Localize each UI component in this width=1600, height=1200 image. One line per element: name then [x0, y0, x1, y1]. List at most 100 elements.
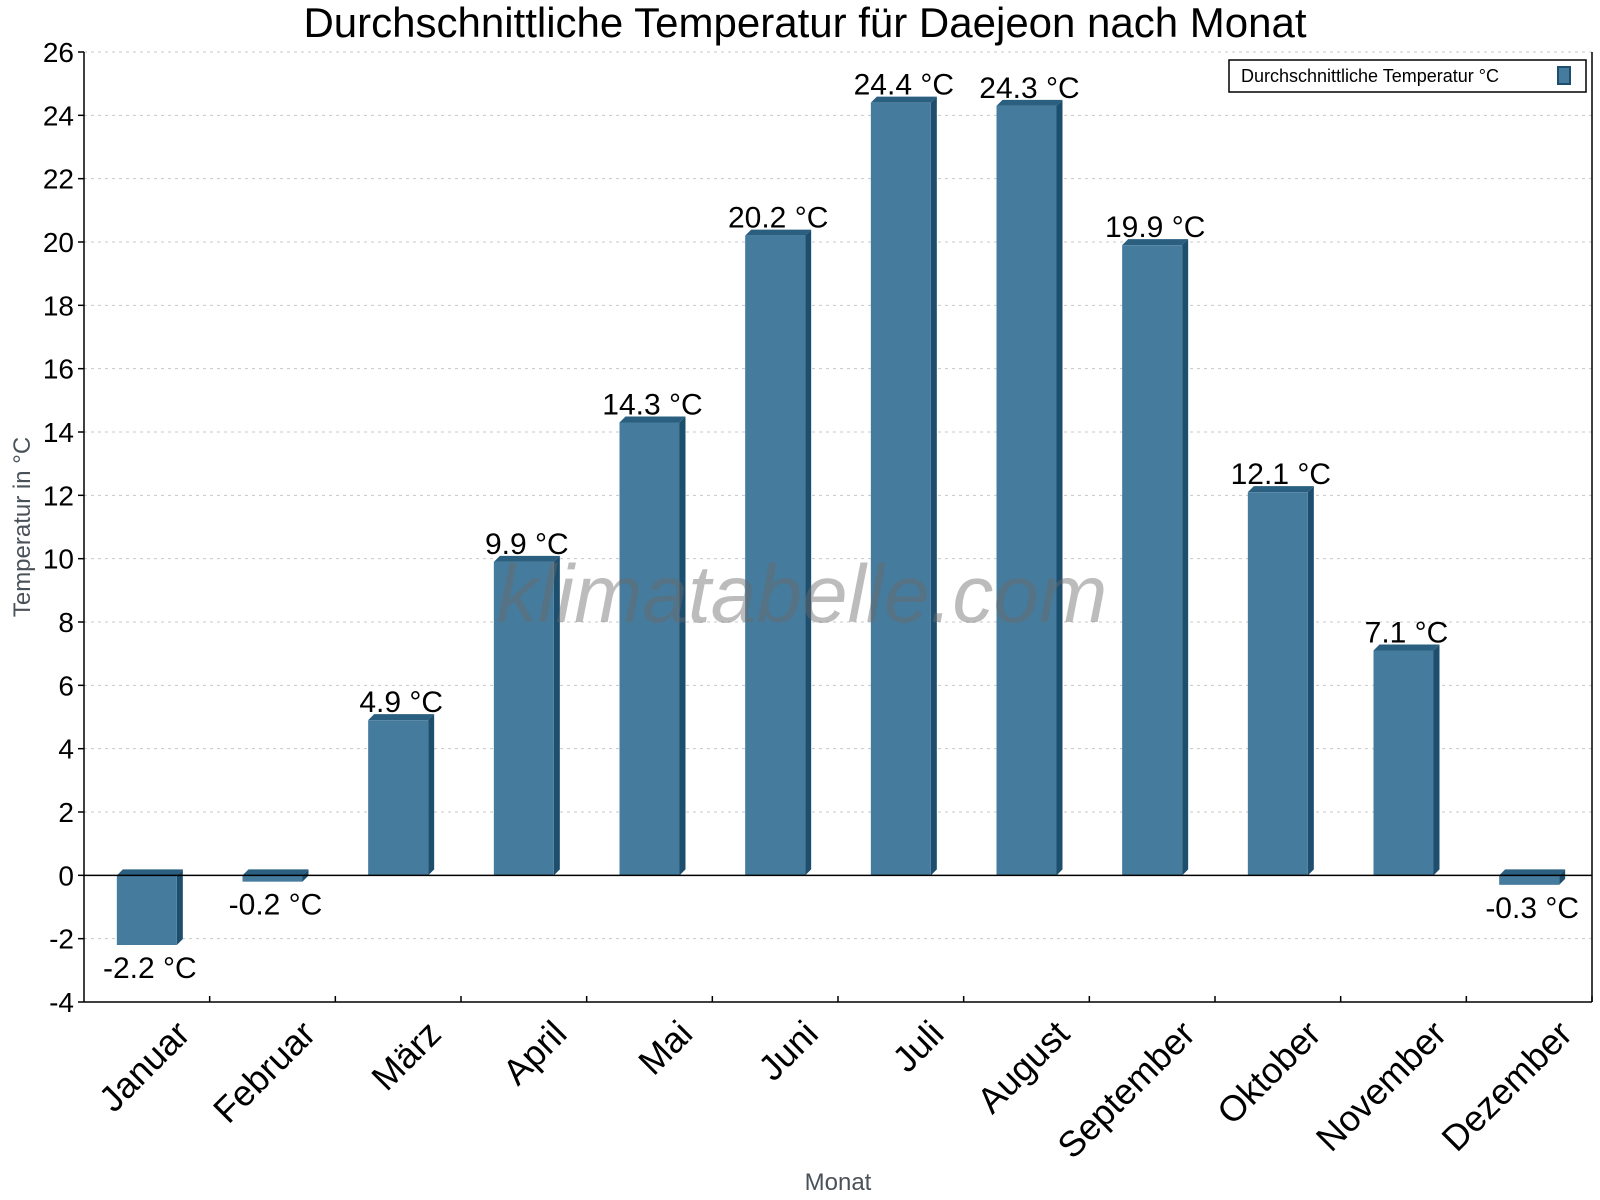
y-tick-label: 18: [43, 290, 74, 321]
bar-front: [619, 422, 680, 876]
bar-front: [1373, 650, 1434, 876]
bar: [870, 96, 937, 876]
bar-front: [745, 235, 806, 876]
bar-side: [428, 714, 435, 876]
bar-top: [619, 416, 686, 423]
legend-box: [1228, 59, 1587, 93]
bar-series: [116, 96, 1566, 945]
bar-front: [242, 875, 303, 882]
x-tick-label: Januar: [91, 1013, 198, 1120]
bar-top: [1122, 239, 1189, 246]
data-label: 12.1 °C: [1231, 458, 1331, 491]
y-tick-label: 22: [43, 164, 74, 195]
bar-side: [553, 555, 560, 876]
x-tick-label: April: [495, 1013, 575, 1093]
x-tick-label: Juni: [750, 1013, 826, 1089]
bar-side: [1559, 869, 1566, 885]
x-tick-label: November: [1308, 1013, 1454, 1159]
bar-top: [368, 714, 435, 721]
x-tick-label: Juli: [884, 1013, 951, 1080]
y-tick-label: 14: [43, 417, 74, 448]
data-label: 24.4 °C: [854, 69, 954, 102]
bar: [996, 99, 1063, 876]
data-label: 14.3 °C: [602, 389, 702, 422]
y-tick-label: -4: [49, 987, 74, 1018]
bar-front: [1499, 875, 1560, 885]
data-label: 4.9 °C: [359, 686, 443, 719]
bar-side: [1182, 239, 1189, 876]
data-label: 24.3 °C: [979, 72, 1079, 105]
bar: [116, 869, 183, 945]
bar-top: [996, 99, 1063, 106]
bar: [619, 416, 686, 876]
x-tick-label: Oktober: [1209, 1013, 1329, 1133]
legend: Durchschnittliche Temperatur °C: [1228, 59, 1587, 93]
watermark: klimatabelle.com: [497, 549, 1108, 640]
bar: [493, 555, 560, 876]
bar-top: [1499, 869, 1566, 876]
y-tick-label: 12: [43, 480, 74, 511]
x-tick-label: Februar: [205, 1013, 323, 1131]
y-axis-label: Temperatur in °C: [9, 437, 36, 617]
y-tick-label: 24: [43, 100, 74, 131]
chart-title: Durchschnittliche Temperatur für Daejeon…: [303, 0, 1306, 46]
bar-side: [1433, 644, 1440, 876]
data-label: 9.9 °C: [485, 528, 569, 561]
data-label: 7.1 °C: [1365, 617, 1449, 650]
data-labels: -2.2 °C -0.2 °C 4.9 °C 9.9 °C 14.3 °C 20.2 °C…: [103, 69, 1579, 985]
bar-top: [116, 869, 183, 876]
grid-lines: [84, 51, 1592, 940]
x-tick-label: Mai: [630, 1013, 700, 1083]
bar: [1499, 869, 1566, 885]
bar-top: [870, 96, 937, 103]
bar-side: [805, 229, 812, 876]
bar-top: [242, 869, 309, 876]
bar-side: [930, 96, 937, 876]
bar: [745, 229, 812, 876]
x-axis-label: Monat: [805, 1169, 872, 1196]
bar-top: [1373, 644, 1440, 651]
x-axis-ticks: Januar Februar März April Mai Juni Juli AugustS…: [91, 996, 1593, 1167]
bar-top: [745, 229, 812, 236]
x-tick-label: September: [1049, 1013, 1203, 1167]
x-tick-label: Dezember: [1433, 1013, 1579, 1159]
bar-top: [1247, 486, 1314, 493]
y-tick-label: 4: [58, 734, 74, 765]
y-tick-label: 16: [43, 354, 74, 385]
y-tick-label: 26: [43, 37, 74, 68]
data-label: -0.2 °C: [229, 889, 323, 922]
bar-front: [870, 102, 931, 876]
x-tick-label: August: [969, 1013, 1077, 1121]
bar-front: [996, 105, 1057, 876]
bar-front: [493, 561, 554, 876]
bar-top: [493, 555, 560, 562]
bar: [1122, 239, 1189, 876]
data-label: -0.3 °C: [1485, 892, 1579, 925]
bar: [368, 714, 435, 876]
bar-front: [368, 720, 429, 876]
data-label: 19.9 °C: [1105, 211, 1205, 244]
data-label: 20.2 °C: [728, 202, 828, 235]
bar: [1247, 486, 1314, 876]
y-tick-label: 2: [58, 797, 74, 828]
bar-front: [116, 875, 177, 945]
y-tick-label: 10: [43, 544, 74, 575]
bar-side: [176, 869, 183, 945]
legend-swatch: [1557, 66, 1571, 85]
x-tick-label: März: [363, 1013, 449, 1099]
y-tick-label: 8: [58, 607, 74, 638]
bar-side: [1307, 486, 1314, 876]
data-label: -2.2 °C: [103, 952, 197, 985]
y-tick-label: -2: [49, 924, 74, 955]
y-tick-label: 20: [43, 227, 74, 258]
bar-front: [1247, 492, 1308, 876]
bar-front: [1122, 245, 1183, 876]
bar: [1373, 644, 1440, 876]
bar-side: [1056, 99, 1063, 876]
legend-label: Durchschnittliche Temperatur °C: [1241, 66, 1499, 86]
y-tick-label: 6: [58, 670, 74, 701]
y-tick-label: 0: [58, 860, 74, 891]
bar-side: [679, 416, 686, 876]
